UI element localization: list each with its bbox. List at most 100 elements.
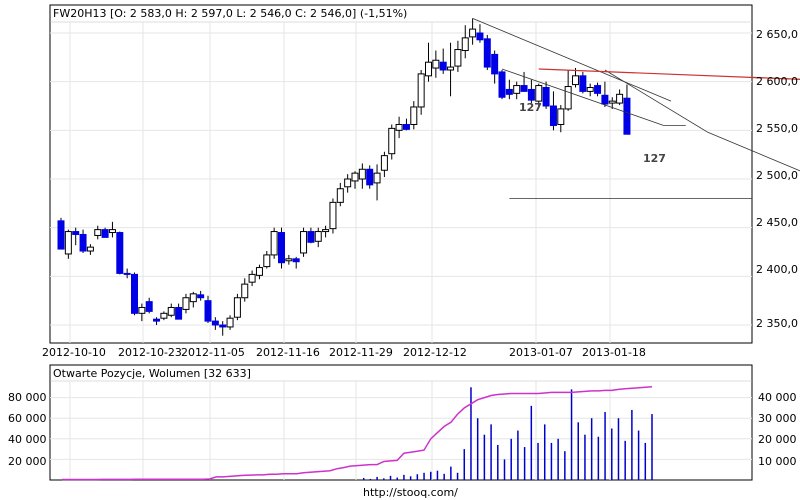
x-tick-label: 2012-12-12 [403,346,467,359]
y-tick-label: 2 550,0 [756,122,798,135]
candle-body [417,73,425,108]
candle-body [123,272,131,275]
volume-left-tick: 80 000 [8,391,47,404]
candle-body [153,318,161,322]
y-tick-label: 2 350,0 [756,317,798,330]
candle-body [79,233,87,252]
candle-body [469,28,477,38]
candle-body [594,85,602,94]
x-tick-label: 2012-11-16 [256,346,320,359]
candle-body [608,100,616,104]
candle-body [131,273,138,314]
candle-body [425,61,432,77]
candle-body [432,59,440,69]
annotation-label: 127 [643,152,666,165]
x-tick-label: 2012-10-10 [42,346,106,359]
candle-body [160,312,168,319]
open-interest-line [62,386,653,481]
candle-body [351,172,359,182]
candle-body [395,123,403,131]
candle-body [72,231,80,235]
candle-body [344,178,352,188]
candle-body [233,297,241,318]
candle-body [263,254,271,268]
volume-left-tick: 20 000 [8,455,47,468]
candle-body [476,32,484,41]
candle-body [94,229,102,236]
candle-body [366,168,374,186]
candle-body [329,201,337,230]
candle-body [572,75,579,86]
candle-body [505,88,513,95]
instrument-header: FW20H13 [O: 2 583,0 H: 2 597,0 L: 2 546,… [53,7,408,20]
price-plot-area [49,4,753,344]
pattern-line [707,131,800,172]
candle-body [138,306,146,314]
volume-right-tick: 10 000 [758,455,797,468]
x-tick-label: 2012-11-05 [181,346,245,359]
candle-body [189,293,197,303]
volume-header: Otwarte Pozycje, Wolumen [32 633] [53,367,251,380]
y-tick-label: 2 450,0 [756,216,798,229]
candle-body [86,246,94,252]
candle-body [535,85,543,102]
candle-body [226,317,234,328]
pattern-line [501,68,664,126]
candle-body [219,324,227,328]
candle-body [116,232,124,274]
candle-body [145,301,153,312]
resistance-trendline-extension [751,76,800,80]
candle-body [307,231,315,243]
y-tick-label: 2 400,0 [756,263,798,276]
candle-body [513,85,521,94]
candle-body [278,232,285,264]
candle-body [388,127,396,155]
candle-body [336,188,344,203]
candle-body [520,85,528,92]
candle-body [579,75,587,92]
candle-body [292,258,300,263]
y-tick-label: 2 600,0 [756,75,798,88]
candle-body [167,306,175,316]
candle-body [454,49,462,67]
candle-body [241,283,249,299]
candle-body [64,231,72,255]
volume-right-tick: 40 000 [758,391,797,404]
y-tick-label: 2 500,0 [756,169,798,182]
candle-body [300,231,308,254]
candle-body [549,105,557,126]
candle-body [175,306,183,320]
y-tick-label: 2 650,0 [756,28,798,41]
candle-body [402,123,410,130]
footer-url[interactable]: http://stooq.com/ [363,486,458,499]
candle-body [197,294,205,299]
candle-body [410,106,418,125]
candle-body [101,229,109,238]
candle-body [491,53,499,75]
volume-left-tick: 60 000 [8,412,47,425]
volume-left-tick: 40 000 [8,433,47,446]
volume-plot-area [49,364,753,481]
candle-body [439,61,447,71]
candle-body [447,66,455,71]
pattern-line [604,69,709,133]
x-tick-label: 2012-10-23 [118,346,182,359]
x-tick-label: 2013-01-18 [582,346,646,359]
candle-body [498,71,506,98]
x-tick-label: 2012-11-29 [329,346,393,359]
annotation-label: 127 [519,101,542,114]
volume-right-tick: 20 000 [758,433,797,446]
candle-body [586,87,594,92]
candle-body [255,267,263,276]
candle-body [204,300,212,322]
candle-body [601,94,609,105]
candle-body [322,229,330,233]
candle-body [527,88,535,101]
candle-body [270,231,278,256]
candle-body [182,297,190,310]
volume-right-tick: 30 000 [758,412,797,425]
candle-body [108,229,116,234]
candle-body [616,93,624,104]
pattern-line [472,18,672,102]
